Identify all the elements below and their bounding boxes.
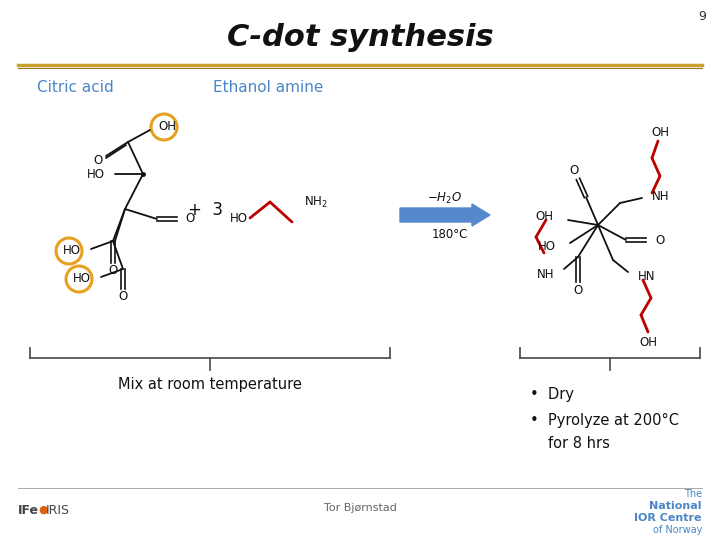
Text: OH: OH [158, 119, 176, 132]
Text: HO: HO [538, 240, 556, 253]
Text: ●: ● [38, 505, 48, 515]
Text: •  Dry: • Dry [530, 388, 574, 402]
Text: OH: OH [651, 125, 669, 138]
Text: Mix at room temperature: Mix at room temperature [118, 376, 302, 392]
Text: C-dot synthesis: C-dot synthesis [227, 24, 493, 52]
Text: •  Pyrolyze at 200°C: • Pyrolyze at 200°C [530, 413, 679, 428]
Text: NH: NH [536, 268, 554, 281]
Text: IRIS: IRIS [46, 503, 70, 516]
Text: +  3: + 3 [187, 201, 222, 219]
Text: O: O [118, 291, 127, 303]
Text: IOR Centre: IOR Centre [634, 513, 702, 523]
Text: O: O [655, 233, 665, 246]
Text: Ethanol amine: Ethanol amine [213, 80, 323, 96]
Text: Tor Bjørnstad: Tor Bjørnstad [323, 503, 397, 513]
Text: NH$_2$: NH$_2$ [304, 194, 328, 210]
Text: $-H_2O$: $-H_2O$ [428, 191, 462, 206]
Text: National: National [649, 501, 702, 511]
Text: 9: 9 [698, 10, 706, 23]
Text: IFe: IFe [18, 503, 39, 516]
Text: HO: HO [230, 212, 248, 225]
Text: O: O [185, 213, 194, 226]
Text: 180°C: 180°C [432, 228, 468, 241]
Text: O: O [109, 265, 117, 278]
Text: OH: OH [535, 211, 553, 224]
Text: NH: NH [652, 191, 670, 204]
Text: O: O [94, 153, 103, 166]
Text: Citric acid: Citric acid [37, 80, 113, 96]
Text: HO: HO [73, 273, 91, 286]
Text: O: O [570, 165, 579, 178]
Text: The: The [684, 489, 702, 499]
Text: OH: OH [639, 335, 657, 348]
Text: HN: HN [638, 269, 655, 282]
Text: HO: HO [63, 245, 81, 258]
Text: for 8 hrs: for 8 hrs [548, 436, 610, 451]
Text: O: O [573, 285, 582, 298]
FancyArrow shape [400, 204, 490, 226]
Text: of Norway: of Norway [652, 525, 702, 535]
Text: HO: HO [87, 167, 105, 180]
